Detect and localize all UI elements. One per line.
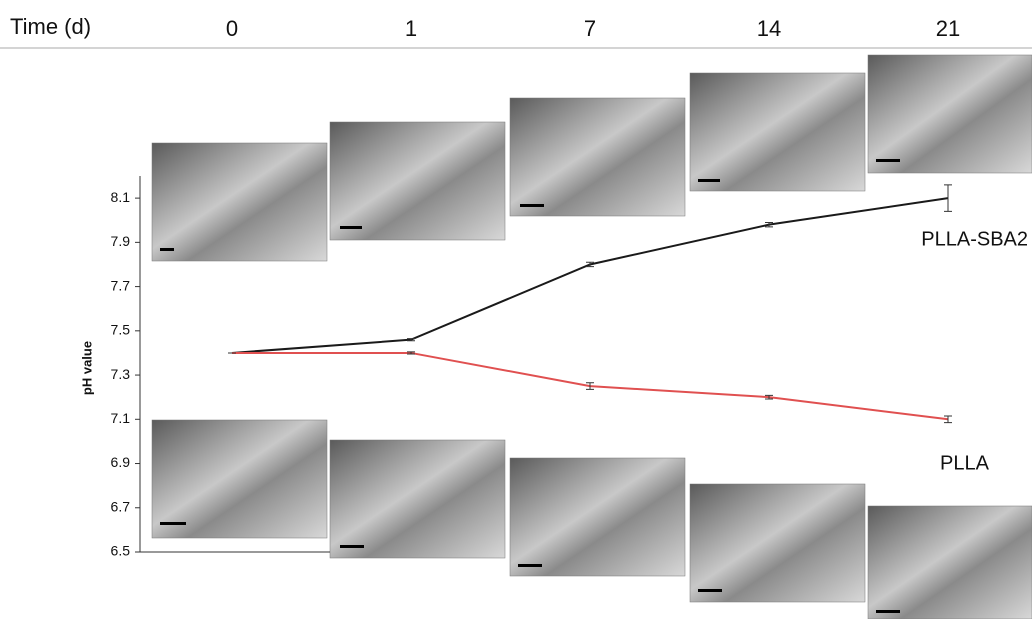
series-label: PLLA xyxy=(940,453,990,475)
x-tick-label: 0 xyxy=(226,16,238,41)
y-tick-label: 7.7 xyxy=(111,277,131,293)
series-label: PLLA-SBA2 xyxy=(921,228,1028,250)
y-tick-label: 7.3 xyxy=(111,366,131,382)
y-tick-label: 6.7 xyxy=(111,498,131,514)
x-tick-label: 1 xyxy=(405,16,417,41)
y-tick-label: 7.5 xyxy=(111,322,131,338)
x-tick-label: 7 xyxy=(584,16,596,41)
sem-images xyxy=(152,55,1032,619)
x-tick-label: 21 xyxy=(936,16,960,41)
x-axis-title: Time (d) xyxy=(10,14,91,39)
y-tick-label: 6.9 xyxy=(111,454,131,470)
y-tick-label: 6.5 xyxy=(111,543,131,559)
y-tick-label: 7.9 xyxy=(111,233,131,249)
chart: Time (d) pH value 6.5 6.7 6.9 7.1 7.3 7.5 7.7 7… xyxy=(0,0,1032,619)
x-tick-label: 14 xyxy=(757,16,781,41)
y-tick-label: 8.1 xyxy=(111,189,131,205)
y-axis-title: pH value xyxy=(79,341,94,395)
y-tick-label: 7.1 xyxy=(111,410,131,426)
